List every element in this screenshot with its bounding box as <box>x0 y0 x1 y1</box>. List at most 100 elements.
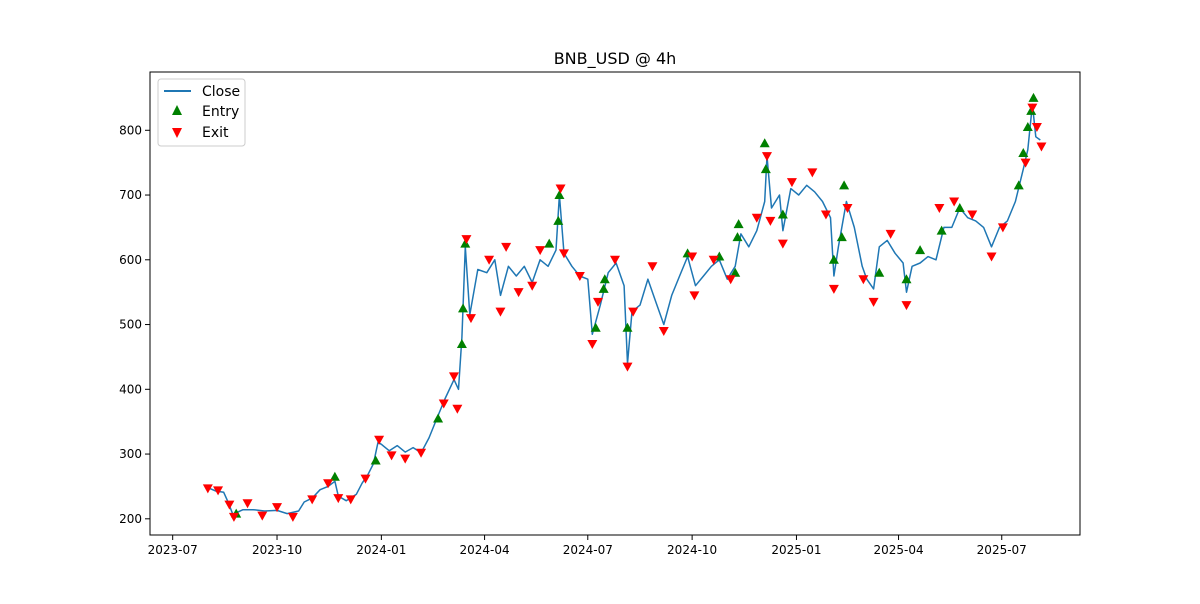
entry-marker <box>732 232 743 242</box>
x-axis: 2023-07 2023-10 2024-01 2024-04 2024-07 2024-… <box>148 535 1027 557</box>
entry-marker <box>828 254 839 264</box>
entry-marker <box>839 180 850 190</box>
exit-marker <box>1020 158 1031 168</box>
exit-marker <box>858 275 869 285</box>
y-tick-label: 600 <box>119 253 142 267</box>
exit-marker <box>689 291 700 301</box>
exit-marker <box>777 239 788 249</box>
exit-marker <box>228 512 239 522</box>
legend-entry-marker <box>172 105 182 115</box>
x-tick-label: 2025-07 <box>977 543 1027 557</box>
exit-marker <box>949 197 960 207</box>
entry-marker <box>1013 180 1024 190</box>
exit-marker <box>592 297 603 307</box>
entry-marker <box>777 209 788 219</box>
exit-marker <box>1031 123 1042 133</box>
exit-marker <box>323 479 334 489</box>
entry-marker <box>598 283 609 293</box>
entry-marker <box>954 202 965 212</box>
exit-marker <box>484 255 495 265</box>
exit-marker <box>622 362 633 372</box>
entry-marker <box>553 215 564 225</box>
entry-marker <box>730 267 741 277</box>
plot-area <box>202 92 1047 522</box>
exit-marker <box>587 339 598 349</box>
x-tick-label: 2025-01 <box>771 543 821 557</box>
entry-marker <box>554 190 565 200</box>
exit-marker <box>901 301 912 311</box>
exit-marker <box>513 288 524 298</box>
exit-marker <box>1036 142 1047 152</box>
entry-marker <box>874 267 885 277</box>
exit-marker <box>761 152 772 162</box>
entry-marker <box>590 322 601 332</box>
y-axis: 200 300 400 500 600 700 800 <box>119 123 150 526</box>
exit-marker <box>986 252 997 262</box>
entry-marker <box>458 303 469 313</box>
entry-marker <box>329 471 340 481</box>
x-tick-label: 2023-07 <box>148 543 198 557</box>
exit-marker <box>868 297 879 307</box>
entry-marker <box>456 338 467 348</box>
exit-marker <box>465 314 476 324</box>
exit-marker <box>495 307 506 317</box>
exit-marker <box>213 486 224 496</box>
close-series-line <box>207 103 1041 516</box>
exit-marker <box>828 284 839 294</box>
exit-marker <box>374 435 385 445</box>
exit-marker <box>558 249 569 259</box>
exit-marker <box>461 235 472 245</box>
y-tick-label: 700 <box>119 188 142 202</box>
exit-marker <box>307 495 318 505</box>
entry-marker <box>1028 92 1039 102</box>
legend-entry-label: Entry <box>202 104 239 120</box>
exit-marker <box>242 499 253 509</box>
exit-marker <box>438 399 449 409</box>
entry-marker <box>622 322 633 332</box>
exit-marker <box>501 242 512 252</box>
y-tick-label: 300 <box>119 447 142 461</box>
entry-marker <box>836 232 847 242</box>
exit-marker <box>751 213 762 223</box>
y-tick-label: 400 <box>119 382 142 396</box>
exit-marker <box>934 203 945 213</box>
exit-marker <box>885 229 896 239</box>
x-tick-label: 2024-07 <box>563 543 613 557</box>
y-tick-label: 500 <box>119 318 142 332</box>
x-tick-label: 2024-10 <box>667 543 717 557</box>
entry-marker <box>1022 122 1033 132</box>
exit-marker <box>842 203 853 213</box>
exit-marker <box>202 484 213 494</box>
x-tick-label: 2025-04 <box>873 543 923 557</box>
legend-exit-label: Exit <box>202 125 229 141</box>
y-tick-label: 800 <box>119 123 142 137</box>
exit-marker <box>400 454 411 464</box>
exit-marker <box>574 271 585 281</box>
exit-marker <box>535 246 546 256</box>
legend: Close Entry Exit <box>157 78 246 147</box>
exit-marker <box>448 372 459 382</box>
exit-marker <box>820 210 831 220</box>
exit-marker <box>647 262 658 272</box>
exit-marker <box>272 503 283 513</box>
exit-marker <box>765 216 776 226</box>
x-tick-label: 2024-04 <box>460 543 510 557</box>
x-tick-label: 2024-01 <box>356 543 406 557</box>
exit-marker <box>345 495 356 505</box>
exit-marker <box>386 451 397 461</box>
entry-marker <box>544 238 555 248</box>
entry-marker <box>901 274 912 284</box>
exit-marker <box>997 223 1008 233</box>
exit-marker <box>786 178 797 188</box>
exit-marker <box>658 327 669 337</box>
exit-marker <box>527 281 538 291</box>
exit-marker <box>708 255 719 265</box>
plot-frame <box>149 71 1081 536</box>
entry-marker <box>759 138 770 148</box>
entry-marker <box>915 245 926 255</box>
entry-marker <box>733 219 744 229</box>
exit-marker <box>257 511 268 521</box>
exit-marker <box>224 500 235 510</box>
x-tick-label: 2023-10 <box>252 543 302 557</box>
